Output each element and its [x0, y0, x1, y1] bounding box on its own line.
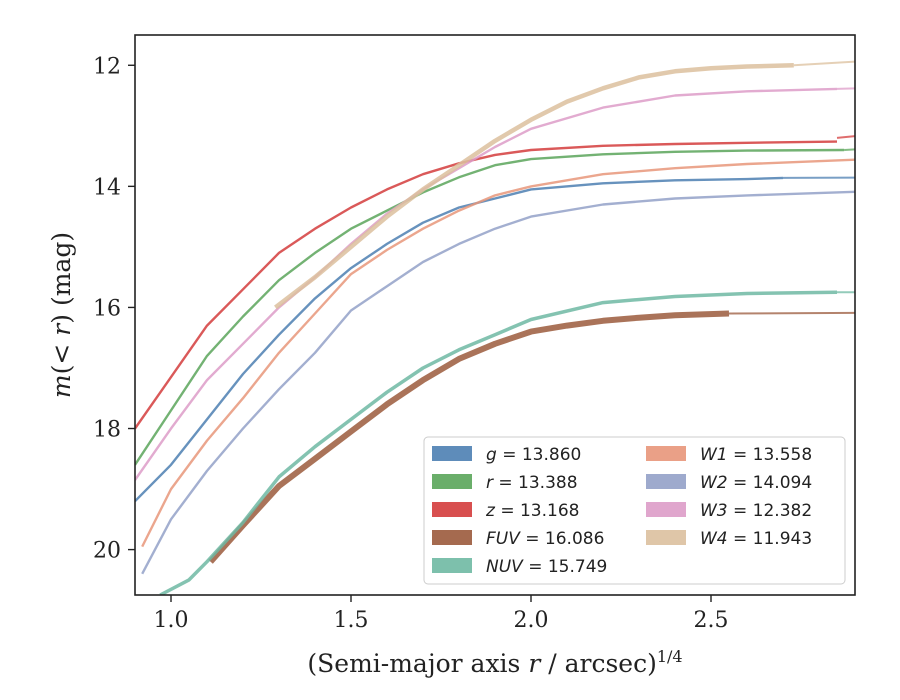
- x-axis: 1.0 1.5 2.0 2.5: [154, 595, 729, 633]
- series-extension-W3: [836, 87, 855, 90]
- series-line-W4: [274, 63, 794, 310]
- legend-swatch-W4: [646, 530, 686, 545]
- y-tick-label: 20: [93, 539, 121, 564]
- series-line-g: [135, 176, 784, 503]
- x-tick-label: 2.5: [694, 608, 729, 633]
- legend-label-W3: W3 = 12.382: [700, 501, 812, 521]
- series-line-NUV: [159, 290, 838, 595]
- x-tick-label: 1.5: [334, 608, 369, 633]
- series-line-W2: [141, 190, 855, 575]
- series-extension-z: [836, 135, 855, 139]
- legend-label-FUV: FUV = 16.086: [486, 529, 604, 549]
- x-tick-label: 1.0: [154, 608, 189, 633]
- series-layer: [135, 60, 855, 595]
- legend-swatch-W1: [646, 446, 686, 461]
- y-axis: 12 14 16 18 20: [93, 54, 135, 564]
- series-extension-r: [844, 148, 855, 151]
- legend-frame: [423, 436, 846, 585]
- plot-frame: [134, 34, 856, 596]
- legend: g = 13.860 r = 13.388 z = 13.168 FUV = 16.0…: [423, 436, 846, 585]
- legend-label-W4: W4 = 11.943: [700, 529, 812, 549]
- legend-label-W1: W1 = 13.558: [700, 445, 812, 465]
- series-line-W1: [141, 158, 855, 548]
- legend-swatch-W3: [646, 502, 686, 517]
- y-tick-label: 12: [93, 54, 121, 79]
- legend-swatch-W2: [646, 474, 686, 489]
- y-tick-label: 14: [93, 175, 121, 200]
- legend-label-NUV: NUV = 15.749: [486, 557, 607, 577]
- legend-swatch-r: [432, 474, 472, 489]
- x-tick-label: 2.0: [514, 608, 549, 633]
- legend-swatch-FUV: [432, 530, 472, 545]
- legend-swatch-g: [432, 446, 472, 461]
- y-tick-label: 16: [93, 296, 121, 321]
- x-axis-label: (Semi-major axis r / arcsec)1/4: [307, 647, 682, 678]
- legend-label-g: g = 13.860: [486, 445, 581, 465]
- legend-label-z: z = 13.168: [485, 501, 579, 521]
- series-line-z: [135, 140, 838, 430]
- series-line-FUV: [208, 310, 730, 564]
- legend-label-W2: W2 = 14.094: [700, 473, 812, 493]
- series-extension-FUV: [728, 311, 855, 315]
- y-axis-label: m(< r) (mag): [47, 232, 76, 398]
- series-extension-W4: [793, 60, 855, 67]
- legend-swatch-NUV: [432, 558, 472, 573]
- y-tick-label: 18: [93, 418, 121, 443]
- legend-swatch-z: [432, 502, 472, 517]
- legend-label-r: r = 13.388: [486, 473, 578, 493]
